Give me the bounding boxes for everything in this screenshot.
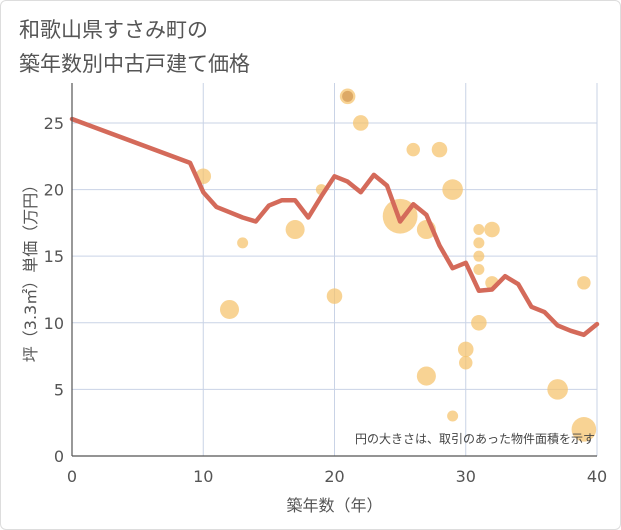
y-tick-label: 10 — [44, 314, 64, 333]
data-bubble — [459, 356, 473, 370]
bubble-layer — [195, 88, 597, 442]
y-tick-label: 0 — [54, 447, 64, 466]
data-bubble — [484, 221, 500, 238]
data-bubble — [406, 142, 420, 157]
data-bubble — [416, 366, 436, 386]
data-bubble — [219, 299, 240, 319]
y-tick-label: 5 — [54, 380, 64, 399]
y-tick-label: 20 — [44, 181, 64, 200]
x-tick-label: 10 — [193, 467, 213, 486]
data-bubble — [547, 379, 568, 400]
data-bubble — [473, 250, 485, 262]
data-bubble — [352, 115, 369, 131]
chart-annotation: 円の大きさは、取引のあった物件面積を示す — [355, 431, 595, 446]
y-axis-title: 坪（3.3㎡）単価（万円） — [21, 177, 40, 362]
data-bubble — [442, 179, 463, 200]
data-bubble — [471, 315, 487, 331]
chart-title: 和歌山県すさみ町の 築年数別中古戸建て価格 — [19, 13, 250, 81]
x-tick-label: 30 — [456, 467, 476, 486]
x-tick-label: 40 — [587, 467, 607, 486]
data-bubble — [457, 341, 474, 358]
data-bubble — [473, 237, 485, 249]
x-tick-label: 0 — [67, 467, 77, 486]
line-layer — [69, 116, 600, 338]
data-bubble — [473, 224, 485, 236]
data-bubble — [237, 237, 249, 249]
grid — [72, 83, 598, 456]
data-bubble — [326, 288, 343, 304]
y-tick-label: 25 — [44, 114, 64, 133]
axes: 0 10 20 30 40 0 5 10 15 20 25 — [44, 83, 607, 486]
average-price-line — [69, 116, 600, 338]
data-bubble — [571, 417, 597, 442]
x-axis-title: 築年数（年） — [286, 496, 382, 515]
x-tick-label: 20 — [324, 467, 344, 486]
data-bubble — [342, 90, 354, 102]
chart-title-line2: 築年数別中古戸建て価格 — [19, 52, 250, 76]
y-tick-label: 15 — [44, 247, 64, 266]
chart-title-line1: 和歌山県すさみ町の — [19, 18, 208, 42]
data-bubble — [577, 276, 591, 290]
data-bubble — [285, 220, 305, 240]
data-bubble — [473, 264, 485, 275]
data-bubble — [431, 141, 448, 158]
data-bubble — [447, 410, 459, 422]
